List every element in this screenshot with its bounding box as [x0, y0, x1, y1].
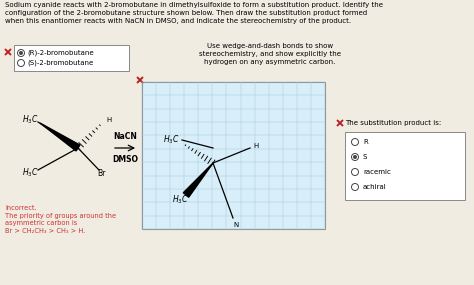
Bar [345, 132, 465, 200]
Circle shape [352, 154, 358, 160]
Text: $H_3C$: $H_3C$ [163, 134, 180, 146]
Text: $H_3C$: $H_3C$ [22, 167, 39, 179]
Text: achiral: achiral [363, 184, 387, 190]
Circle shape [19, 51, 23, 55]
Text: N: N [233, 222, 238, 228]
Text: S: S [363, 154, 367, 160]
Text: The substitution product is:: The substitution product is: [345, 120, 441, 126]
Polygon shape [183, 163, 213, 197]
Circle shape [18, 50, 25, 56]
Text: (R)-2-bromobutane: (R)-2-bromobutane [27, 50, 94, 56]
Text: $H_3C$: $H_3C$ [172, 194, 189, 206]
Text: DMSO: DMSO [112, 155, 138, 164]
Polygon shape [40, 123, 80, 151]
Text: (S)-2-bromobutane: (S)-2-bromobutane [27, 60, 93, 66]
Bar [142, 82, 325, 229]
Text: $H_3C$: $H_3C$ [22, 114, 39, 126]
Circle shape [352, 139, 358, 146]
Bar [14, 45, 129, 71]
Text: R: R [363, 139, 368, 145]
Circle shape [353, 155, 357, 159]
Text: Incorrect.
The priority of groups around the
asymmetric carbon is
Br > CH₂CH₃ > : Incorrect. The priority of groups around… [5, 205, 116, 234]
Text: NaCN: NaCN [113, 132, 137, 141]
Circle shape [352, 168, 358, 176]
Text: H: H [253, 143, 258, 149]
Text: Br: Br [97, 168, 105, 178]
Text: Sodium cyanide reacts with 2-bromobutane in dimethylsulfoxide to form a substitu: Sodium cyanide reacts with 2-bromobutane… [5, 2, 383, 24]
Circle shape [18, 60, 25, 66]
Text: H: H [106, 117, 111, 123]
Text: Use wedge-and-dash bonds to show
stereochemistry, and show explicitly the
hydrog: Use wedge-and-dash bonds to show stereoc… [199, 43, 341, 65]
Circle shape [352, 184, 358, 190]
Text: racemic: racemic [363, 169, 391, 175]
